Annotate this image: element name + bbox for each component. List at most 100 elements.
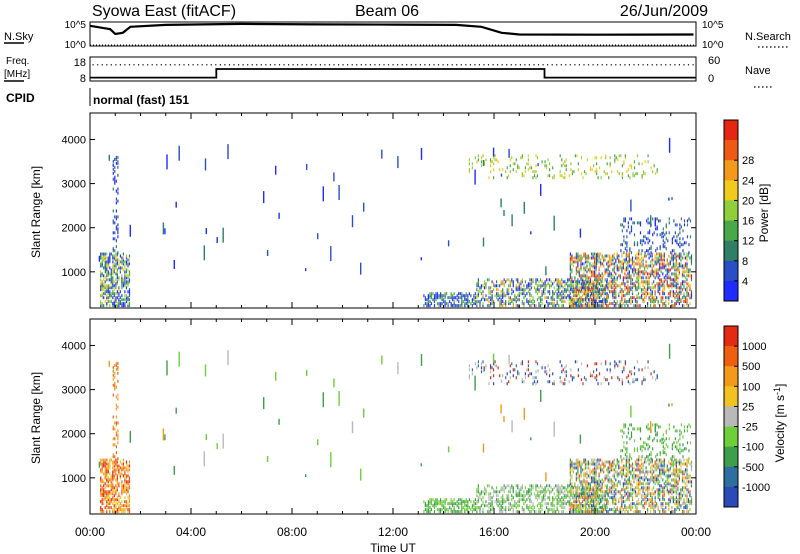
velocity-cell [588,474,589,477]
power-cell [105,284,106,287]
power-cell [670,276,671,279]
power-cell [672,249,673,252]
noise-sky-trace [90,24,694,35]
velocity-cell [593,476,594,479]
power-cell [492,294,493,297]
power-cell [658,282,659,285]
velocity-cell [566,494,567,497]
velocity-cell [117,502,118,505]
power-cell [627,260,628,263]
velocity-cell [591,504,592,507]
velocity-cell [549,490,550,493]
power-cell [517,304,518,307]
velocity-cell [639,488,640,491]
power-cell [117,192,118,195]
velocity-cell [446,508,447,511]
power-cell [516,300,517,303]
velocity-cell [599,478,600,481]
power-cell [437,292,438,295]
velocity-cell [629,476,630,479]
velocity-cell [484,504,485,507]
velocity-cell [655,461,656,464]
power-cell [632,290,633,293]
velocity-cell [683,480,684,483]
power-cell [671,300,672,303]
velocity-cell [114,372,115,375]
velocity-cell [688,488,689,491]
power-streak [501,174,502,177]
velocity-cell [482,500,483,503]
velocity-cell [627,459,628,462]
power-cell [582,298,583,301]
velocity-cell [682,510,683,513]
power-cell [545,164,546,167]
power-cell [526,292,527,295]
power-cell [623,160,624,163]
power-cell [588,268,589,271]
velocity-cell [662,494,663,497]
velocity-cell [522,498,523,501]
power-cell [546,164,547,167]
power-ytick-label: 2000 [62,223,86,235]
nave-dot [447,64,448,65]
power-cell [454,292,455,295]
velocity-cell [636,478,637,481]
power-cell [655,227,656,230]
velocity-cell [641,463,642,466]
velocity-cell [571,502,572,505]
nave-dot [238,64,239,65]
power-streak [474,170,475,185]
power-cell [682,270,683,273]
velocity-cell [623,500,624,503]
power-cell [537,298,538,301]
nave-dot [688,64,689,65]
velocity-cell [629,492,630,495]
power-cell [607,172,608,175]
power-cell [582,176,583,179]
power-cell [688,243,689,246]
power-cell [673,235,674,238]
power-cell [670,260,671,263]
velocity-cell [609,470,610,473]
velocity-cell [683,506,684,509]
velocity-cell [632,502,633,505]
power-cell [520,156,521,159]
power-cell [554,174,555,177]
power-cell [633,264,634,267]
nave-dot [229,64,230,65]
power-cell [599,272,600,275]
velocity-cell [569,484,570,487]
velocity-cell [686,492,687,495]
power-cell [129,298,130,301]
power-cell [677,266,678,269]
power-cell [657,168,658,171]
power-cell [679,253,680,256]
velocity-cell [623,482,624,485]
power-cell [666,231,667,234]
power-cell [664,262,665,265]
velocity-cell [526,368,527,371]
power-cell [650,264,651,267]
velocity-cell [632,484,633,487]
velocity-cell [127,480,128,483]
velocity-cell [507,484,508,487]
velocity-cell [546,506,547,509]
velocity-cell [488,484,489,487]
velocity-cell [602,506,603,509]
velocity-cell [571,490,572,493]
power-cell [542,284,543,287]
power-cell [561,304,562,307]
velocity-cell [597,508,598,511]
power-cell [475,296,476,299]
power-cell [123,302,124,305]
power-cell [571,284,572,287]
power-cell [605,278,606,281]
velocity-cell [537,362,538,365]
power-cell [591,282,592,285]
velocity-cell [555,510,556,513]
power-cell [129,255,130,258]
power-cell [665,274,666,277]
velocity-cell [117,474,118,477]
power-cell [129,278,130,281]
velocity-cell [481,490,482,493]
